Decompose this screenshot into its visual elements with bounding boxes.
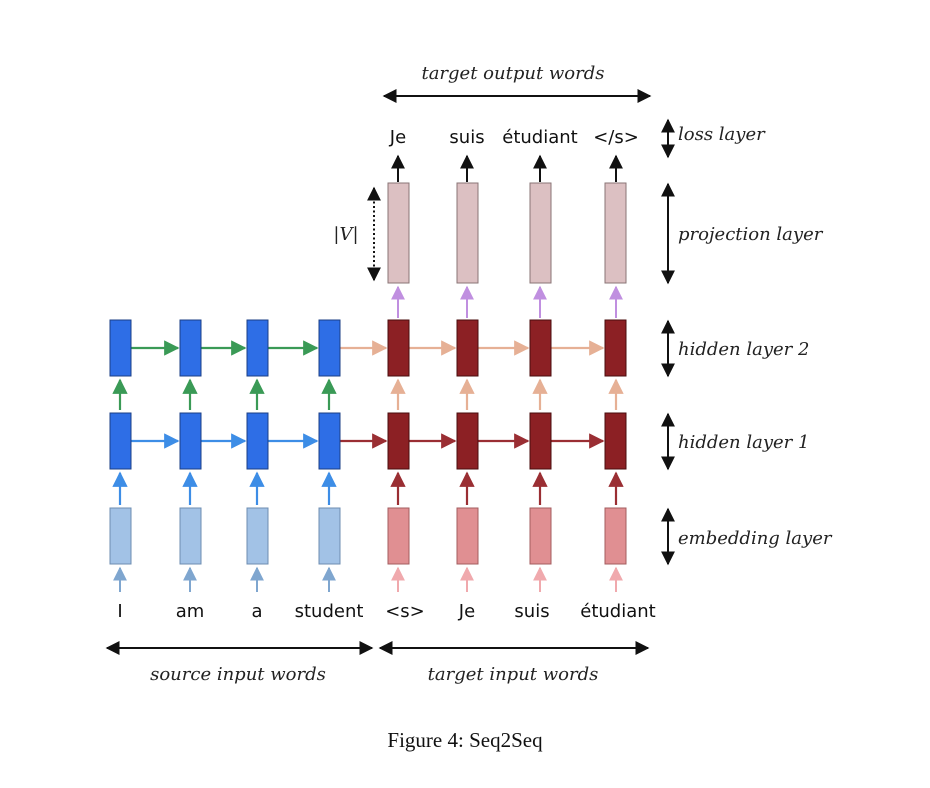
projection-cell xyxy=(456,182,479,284)
encoder-hidden2-cell xyxy=(109,319,132,377)
decoder-hidden2-cell xyxy=(529,319,552,377)
encoder-hidden1-cell xyxy=(318,412,341,470)
target-output-words-label: target output words xyxy=(421,63,604,84)
projection-cell xyxy=(604,182,627,284)
encoder-hidden2-cell xyxy=(179,319,202,377)
target-output-word: </s> xyxy=(593,127,639,148)
decoder-hidden2-cell xyxy=(456,319,479,377)
encoder-embedding-cell xyxy=(109,507,132,565)
target-output-word: Je xyxy=(389,127,406,148)
decoder-hidden1-cell xyxy=(604,412,627,470)
decoder-hidden2-cell xyxy=(387,319,410,377)
target-output-word: étudiant xyxy=(502,127,577,148)
decoder-hidden1-cell xyxy=(387,412,410,470)
source-input-word: am xyxy=(176,601,205,622)
projection-layer-label: projection layer xyxy=(678,224,824,245)
decoder-embedding-cell xyxy=(529,507,552,565)
encoder-hidden1-cell xyxy=(246,412,269,470)
target-input-word: suis xyxy=(514,601,549,622)
target-input-word: <s> xyxy=(385,601,425,622)
decoder-embedding-cell xyxy=(604,507,627,565)
source-input-words-label: source input words xyxy=(150,664,326,685)
decoder-embedding-cell xyxy=(387,507,410,565)
seq2seq-diagram: target output words Je suis étudiant </s… xyxy=(105,63,833,685)
target-output-word: suis xyxy=(449,127,484,148)
encoder-embedding-cell xyxy=(318,507,341,565)
encoder-hidden2-cell xyxy=(246,319,269,377)
encoder-hidden2-cell xyxy=(318,319,341,377)
target-input-words-label: target input words xyxy=(428,664,599,685)
projection-cell xyxy=(387,182,410,284)
source-input-word: student xyxy=(295,601,364,622)
target-input-word: Je xyxy=(458,601,475,622)
decoder-hidden1-cell xyxy=(456,412,479,470)
decoder-hidden1-cell xyxy=(529,412,552,470)
source-input-word: I xyxy=(117,601,122,622)
encoder-hidden1-cell xyxy=(109,412,132,470)
decoder-hidden2-cell xyxy=(604,319,627,377)
embedding-layer-label: embedding layer xyxy=(678,528,833,549)
target-input-word: étudiant xyxy=(580,601,655,622)
encoder-embedding-cell xyxy=(246,507,269,565)
projection-cell xyxy=(529,182,552,284)
decoder-embedding-cell xyxy=(456,507,479,565)
hidden-layer-1-label: hidden layer 1 xyxy=(678,432,809,453)
loss-layer-label: loss layer xyxy=(678,124,766,145)
encoder-hidden1-cell xyxy=(179,412,202,470)
encoder-embedding-cell xyxy=(179,507,202,565)
source-input-word: a xyxy=(251,601,262,622)
hidden-layer-2-label: hidden layer 2 xyxy=(678,339,809,360)
vocab-size-label: |V| xyxy=(333,224,358,245)
figure-caption: Figure 4: Seq2Seq xyxy=(387,728,543,752)
